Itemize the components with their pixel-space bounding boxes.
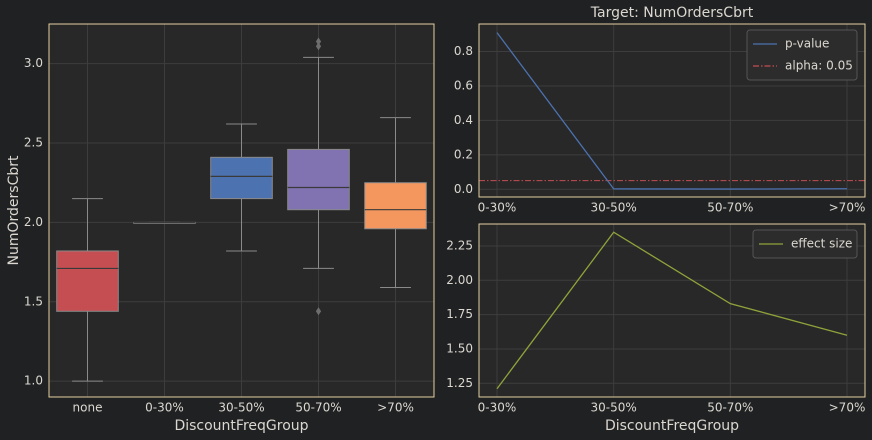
x-tick-label: 0-30%: [145, 401, 184, 415]
box-0-30%: [133, 221, 196, 224]
outlier-point: [315, 37, 322, 46]
y-tick-label: 0.4: [454, 113, 473, 127]
legend-box: [746, 29, 858, 81]
box-none: [56, 198, 119, 382]
x-tick-label: 50-70%: [707, 201, 753, 215]
series-line-effect-size: [496, 231, 848, 390]
y-tick-label: 0.6: [454, 78, 473, 92]
x-axis-label: DiscountFreqGroup: [174, 418, 308, 434]
box-body: [364, 182, 427, 230]
x-tick-label: 30-50%: [591, 201, 637, 215]
x-tick-label: 50-70%: [295, 401, 341, 415]
box-30-50%: [210, 123, 273, 252]
y-axis-label: NumOrdersCbrt: [6, 155, 22, 265]
y-tick-label: 3.0: [24, 56, 43, 70]
y-tick-label: 0.0: [454, 182, 473, 196]
series-line-p-value: [496, 32, 848, 190]
x-tick-label: 0-30%: [478, 201, 517, 215]
y-tick-label: 2.5: [24, 136, 43, 150]
box-body: [210, 156, 273, 200]
x-tick-label: >70%: [829, 201, 866, 215]
axes-2: 1.25 1.50 1.75 2.00 2.25 0-30% 30-50% 50-70% >70…: [446, 223, 866, 434]
y-tick-label: 0.2: [454, 147, 473, 161]
axes-frame: [478, 23, 866, 198]
legend-label: p-value: [785, 37, 829, 51]
x-tick-label: >70%: [377, 401, 414, 415]
box-body: [287, 148, 350, 211]
y-tick-label: 2.00: [446, 273, 473, 287]
x-axis-label: DiscountFreqGroup: [605, 418, 739, 434]
axes-frame: [478, 223, 866, 398]
axes-1: 0.0 0.2 0.4 0.6 0.8 0-30% 30-50% 50-70% >70% p-va…: [454, 5, 866, 215]
y-tick-label: 1.25: [446, 376, 473, 390]
axes-0: 1.0 1.5 2.0 2.5 3.0 none 0-30% 30-50% 50-70% >70%…: [6, 23, 435, 434]
legend: p-value alpha: 0.05: [746, 29, 858, 81]
x-tick-label: 30-50%: [591, 401, 637, 415]
y-tick-label: 2.0: [24, 215, 43, 229]
box-body: [56, 250, 119, 312]
axes-frame: [48, 23, 435, 398]
legend: effect size: [752, 229, 858, 259]
y-tick-label: 1.0: [24, 374, 43, 388]
y-tick-label: 2.25: [446, 238, 473, 252]
y-tick-label: 1.75: [446, 307, 473, 321]
x-tick-label: >70%: [829, 401, 866, 415]
outlier-point: [315, 42, 322, 51]
legend-label: effect size: [791, 237, 852, 251]
x-tick-label: 30-50%: [218, 401, 264, 415]
legend-box: [752, 229, 858, 259]
outlier-point: [315, 307, 322, 316]
chart-title: Target: NumOrdersCbrt: [590, 5, 754, 21]
y-tick-label: 1.5: [24, 294, 43, 308]
y-tick-label: 1.50: [446, 341, 473, 355]
box->70%: [364, 117, 427, 288]
y-tick-label: 0.8: [454, 44, 473, 58]
box-50-70%: [287, 37, 350, 316]
x-tick-label: 0-30%: [478, 401, 517, 415]
legend-label: alpha: 0.05: [785, 59, 853, 73]
x-tick-label: 50-70%: [707, 401, 753, 415]
x-tick-label: none: [73, 401, 103, 415]
